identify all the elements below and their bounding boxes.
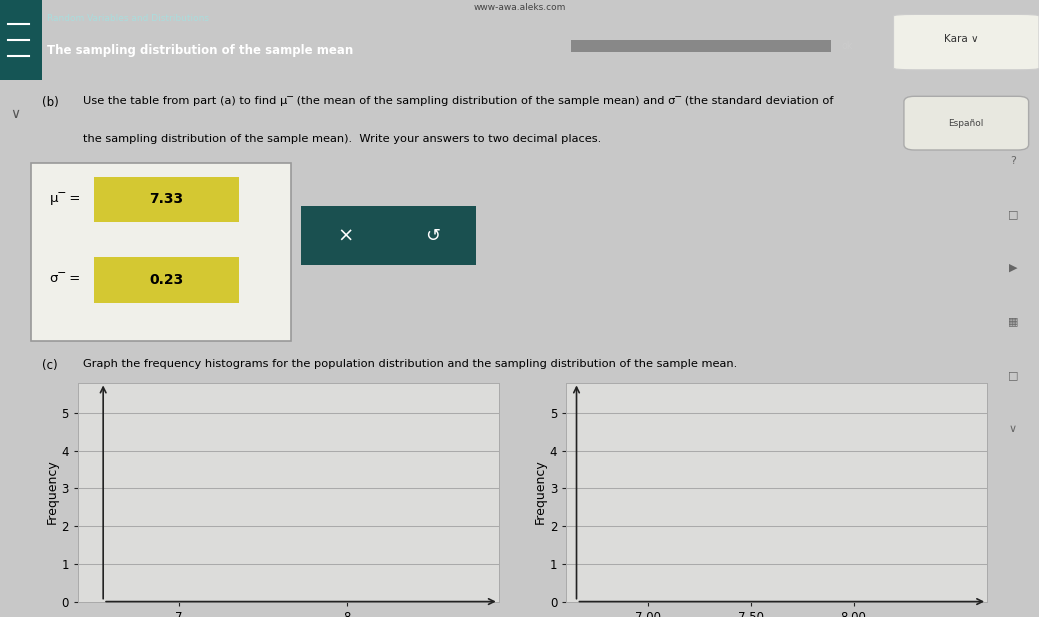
- Text: σ‾ =: σ‾ =: [50, 272, 80, 285]
- Text: The sampling distribution of the sample mean: The sampling distribution of the sample …: [47, 44, 353, 57]
- Text: (b): (b): [42, 96, 58, 109]
- Text: 7.33: 7.33: [150, 193, 183, 206]
- Text: Español: Español: [949, 118, 984, 128]
- Text: www-awa.aleks.com: www-awa.aleks.com: [474, 3, 565, 12]
- Text: (c): (c): [42, 359, 57, 372]
- FancyBboxPatch shape: [31, 164, 291, 341]
- Text: ▦: ▦: [1008, 317, 1018, 327]
- Bar: [0, 0, 42, 80]
- Text: ?: ?: [1010, 155, 1016, 166]
- Text: Graph the frequency histograms for the population distribution and the sampling : Graph the frequency histograms for the p…: [83, 359, 738, 370]
- Text: ok: ok: [842, 41, 853, 51]
- Text: 0.23: 0.23: [150, 273, 183, 287]
- Text: ×: ×: [338, 226, 354, 246]
- Y-axis label: Frequency: Frequency: [46, 460, 58, 524]
- Text: Sampling distribution of the sample mean: Sampling distribution of the sample mean: [587, 402, 836, 415]
- Text: ↺: ↺: [425, 227, 439, 245]
- FancyBboxPatch shape: [94, 177, 239, 223]
- Text: the sampling distribution of the sample mean).  Write your answers to two decima: the sampling distribution of the sample …: [83, 134, 602, 144]
- Text: Random Variables and Distributions: Random Variables and Distributions: [47, 14, 209, 23]
- Text: ∨: ∨: [1009, 424, 1017, 434]
- Text: Use the table from part (a) to find μ‾ (the mean of the sampling distribution of: Use the table from part (a) to find μ‾ (…: [83, 96, 833, 106]
- FancyBboxPatch shape: [301, 206, 390, 265]
- Text: ▶: ▶: [1009, 263, 1017, 273]
- FancyBboxPatch shape: [894, 14, 1039, 70]
- Text: Population distribution: Population distribution: [188, 402, 321, 415]
- Text: μ‾ =: μ‾ =: [50, 192, 80, 205]
- Text: □: □: [1008, 209, 1018, 220]
- FancyBboxPatch shape: [94, 257, 239, 303]
- Text: Kara ∨: Kara ∨: [943, 33, 979, 44]
- Text: □: □: [1008, 370, 1018, 381]
- Text: ∨: ∨: [10, 107, 21, 121]
- FancyBboxPatch shape: [388, 206, 476, 265]
- Y-axis label: Frequency: Frequency: [534, 460, 547, 524]
- FancyBboxPatch shape: [904, 96, 1029, 150]
